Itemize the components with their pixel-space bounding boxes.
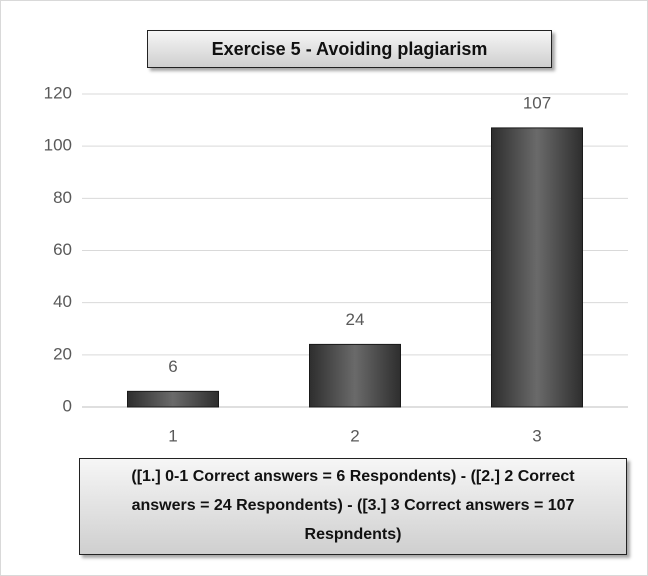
x-tick-label: 1 [168, 426, 177, 445]
bar [491, 127, 583, 408]
y-tick-label: 0 [63, 396, 72, 415]
y-tick-label: 80 [53, 188, 72, 207]
data-label: 107 [523, 93, 551, 112]
y-tick-label: 60 [53, 240, 72, 259]
y-tick-label: 20 [53, 344, 72, 363]
bar [127, 390, 219, 408]
y-tick-label: 120 [44, 83, 72, 102]
annotation: ([1.] 0-1 Correct answers = 6 Respondent… [79, 458, 627, 555]
y-tick-label: 100 [44, 136, 72, 155]
data-label: 6 [168, 357, 177, 376]
x-tick-label: 3 [532, 426, 541, 445]
y-tick-label: 40 [53, 292, 72, 311]
x-tick-label: 2 [350, 426, 359, 445]
chart-title: Exercise 5 - Avoiding plagiarism [147, 30, 552, 68]
bar [309, 343, 401, 408]
data-label: 24 [346, 310, 365, 329]
